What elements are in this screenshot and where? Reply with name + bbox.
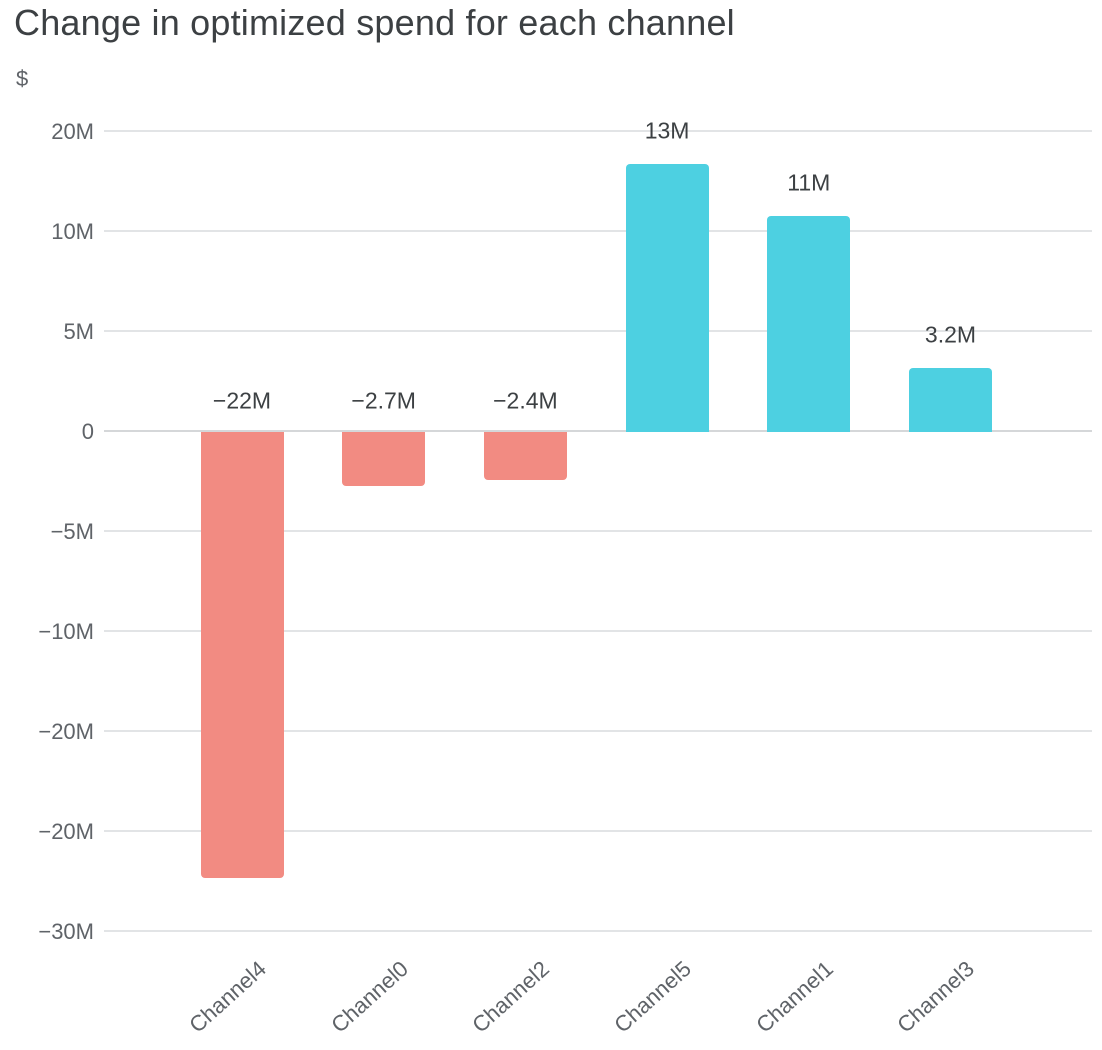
zero-gridline	[104, 430, 1092, 432]
bar-channel2	[483, 432, 567, 480]
gridline	[104, 630, 1092, 632]
y-tick-label: −20M	[38, 819, 94, 844]
gridline	[104, 230, 1092, 232]
gridline	[104, 930, 1092, 932]
bar-value-label: −2.7M	[351, 387, 416, 414]
bar-channel5	[625, 164, 709, 432]
x-axis-label: Channel3	[892, 956, 980, 1038]
x-axis-label: Channel1	[750, 956, 838, 1038]
y-axis-unit-label: $	[16, 66, 29, 91]
gridline	[104, 730, 1092, 732]
y-tick-label: −20M	[38, 719, 94, 744]
gridline	[104, 330, 1092, 332]
bar-value-label: 11M	[787, 169, 831, 196]
bar-value-label: −22M	[212, 387, 272, 414]
x-axis-label: Channel2	[467, 956, 555, 1038]
x-axis-label: Channel0	[325, 956, 413, 1038]
chart-title: Change in optimized spend for each chann…	[14, 2, 735, 43]
x-axis-label: Channel4	[184, 956, 271, 1038]
y-tick-label: 5M	[63, 319, 94, 344]
gridline	[104, 830, 1092, 832]
bar-channel0	[342, 432, 426, 486]
bar-channel1	[767, 216, 851, 432]
y-tick-label: 20M	[51, 119, 94, 144]
y-tick-label: 10M	[51, 219, 94, 244]
bar-value-label: −2.4M	[493, 387, 558, 414]
x-axis-label: Channel5	[609, 956, 696, 1038]
y-tick-label: −30M	[38, 919, 94, 944]
bar-channel4	[200, 432, 284, 878]
y-tick-label: −10M	[38, 619, 94, 644]
bar-value-label: 13M	[644, 117, 690, 144]
gridline	[104, 530, 1092, 532]
gridline	[104, 130, 1092, 132]
bar-value-label: 3.2M	[924, 321, 977, 348]
y-tick-label: −5M	[50, 519, 94, 544]
y-tick-label: 0	[81, 419, 94, 444]
bar-channel3	[909, 368, 992, 432]
